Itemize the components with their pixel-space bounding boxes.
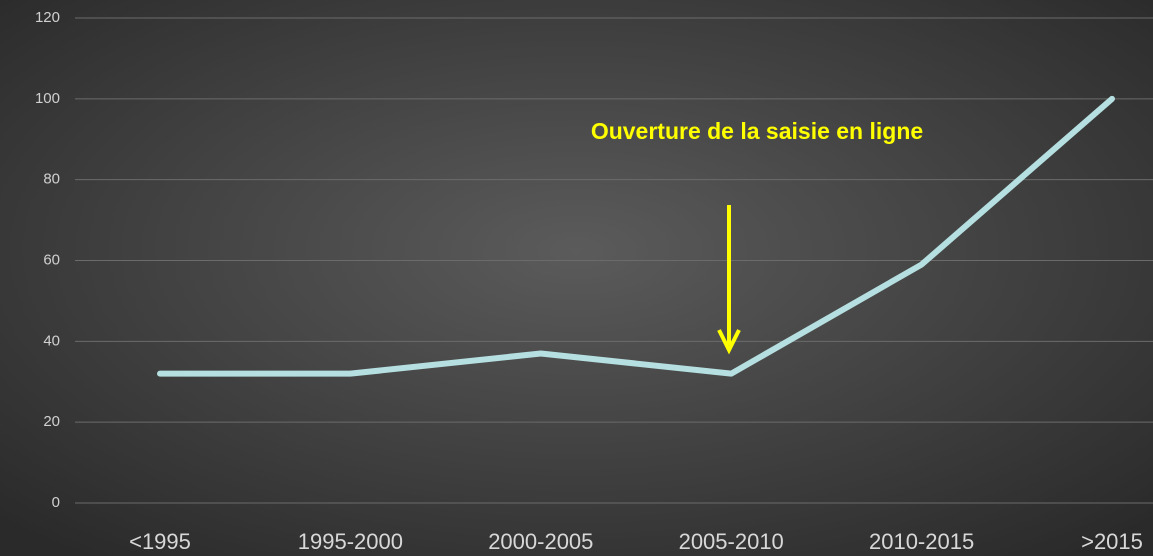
x-tick-label: 2010-2015: [869, 529, 974, 554]
x-tick-label: 2000-2005: [488, 529, 593, 554]
y-tick-label: 60: [43, 251, 60, 268]
y-tick-label: 20: [43, 413, 60, 430]
x-tick-label: >2015: [1081, 529, 1143, 554]
y-tick-label: 100: [35, 90, 60, 107]
y-tick-label: 120: [35, 9, 60, 26]
y-tick-label: 40: [43, 332, 60, 349]
grid: 0 20 40 60 80 100 120 <1995 1995-2000 2000-2005 20…: [35, 9, 1153, 554]
line: [157, 95, 1115, 377]
y-tick-label: 0: [52, 494, 60, 511]
arrow: [717, 205, 741, 355]
x-tick-label: <1995: [129, 529, 191, 554]
y-tick-label: 80: [43, 171, 60, 188]
x-tick-label: 2005-2010: [679, 529, 784, 554]
annotation: Ouverture de la saisie en ligne: [591, 118, 923, 144]
plot: [157, 95, 1115, 377]
x-tick-label: 1995-2000: [298, 529, 403, 554]
